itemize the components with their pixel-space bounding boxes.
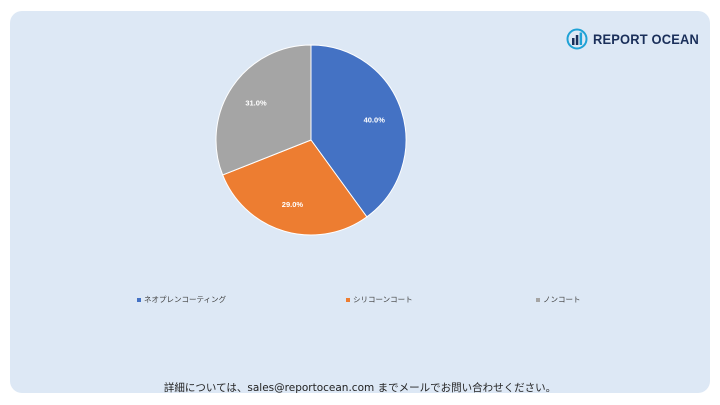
pie-chart: 40.0% 29.0% 31.0% bbox=[215, 44, 407, 236]
report-ocean-logo-text: REPORT OCEAN bbox=[593, 31, 699, 47]
report-ocean-logo: REPORT OCEAN bbox=[566, 27, 708, 51]
pie-label-non-coat: 31.0% bbox=[245, 99, 267, 108]
report-ocean-logo-icon bbox=[566, 28, 588, 50]
pie-slice-silicone-coat bbox=[222, 139, 368, 236]
legend-label-non-coat: ノンコート bbox=[543, 295, 581, 304]
pie-slice-non-coat bbox=[215, 44, 312, 176]
legend-item-silicone-coat: シリコーンコート bbox=[346, 294, 413, 305]
legend-label-silicone-coat: シリコーンコート bbox=[353, 295, 413, 304]
pie-label-silicone-coat: 29.0% bbox=[282, 200, 304, 209]
legend-item-non-coat: ノンコート bbox=[536, 294, 581, 305]
contact-footer: 詳細については、sales@reportocean.com までメールでお問い合… bbox=[163, 382, 557, 394]
pie-slice-neoprene-coating bbox=[310, 44, 407, 218]
legend-item-neoprene-coating: ネオプレンコーティング bbox=[137, 294, 226, 305]
legend-swatch-silicone-coat bbox=[346, 297, 350, 302]
pie-label-neoprene-coating: 40.0% bbox=[364, 115, 386, 124]
legend-swatch-neoprene-coating bbox=[137, 297, 141, 302]
chart-legend: ネオプレンコーティング シリコーンコート ノンコート bbox=[0, 294, 720, 308]
legend-label-neoprene-coating: ネオプレンコーティング bbox=[144, 295, 227, 304]
legend-swatch-non-coat bbox=[536, 297, 540, 302]
